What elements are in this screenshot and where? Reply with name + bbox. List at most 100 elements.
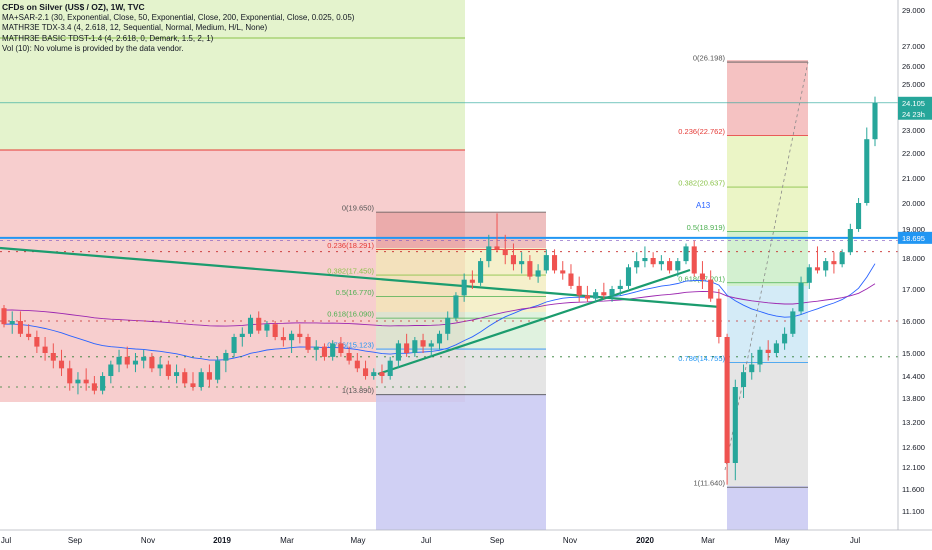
candle-body xyxy=(256,317,262,331)
x-tick-label: Nov xyxy=(563,536,577,545)
candle-body xyxy=(91,383,97,391)
candle xyxy=(864,127,870,206)
candle xyxy=(765,340,771,361)
candle xyxy=(256,311,262,334)
candle xyxy=(716,289,722,344)
candle xyxy=(609,285,615,302)
y-tick-label: 19.000 xyxy=(902,225,925,234)
candle-body xyxy=(683,246,689,262)
candle xyxy=(198,368,204,391)
candle xyxy=(798,276,804,315)
candle-body xyxy=(510,255,517,265)
fib-left-label-0: 0(19.650) xyxy=(342,204,375,213)
candle xyxy=(551,249,558,274)
fib-right-label-1: 0.236(22.762) xyxy=(678,127,725,136)
candle-body xyxy=(50,353,56,361)
fib-left-label-6: 1(13.890) xyxy=(342,386,375,395)
candle-body xyxy=(67,368,73,384)
candle-body xyxy=(856,203,862,229)
candle-body xyxy=(576,285,582,296)
candle xyxy=(17,311,23,337)
ema-50-line xyxy=(3,283,876,327)
candle xyxy=(420,333,426,353)
candle xyxy=(412,337,418,357)
candle xyxy=(593,289,599,302)
candle-body xyxy=(634,261,640,268)
candle xyxy=(174,364,180,384)
trendline-descending xyxy=(0,246,721,309)
candle-body xyxy=(453,295,459,318)
candle-body xyxy=(617,285,623,289)
candle-body xyxy=(338,343,344,353)
candle-body xyxy=(83,379,89,384)
candle-body xyxy=(724,337,730,463)
candle xyxy=(297,324,303,344)
fib-right-green xyxy=(727,231,808,286)
price-label-box xyxy=(898,107,932,120)
candle-body xyxy=(749,364,755,373)
candle-body xyxy=(790,311,796,334)
x-tick-label: Jul xyxy=(1,536,11,545)
candle-body xyxy=(1,308,7,325)
candle xyxy=(527,255,533,280)
y-tick-label: 21.000 xyxy=(902,174,925,183)
candle xyxy=(165,360,171,380)
candle-body xyxy=(502,249,508,256)
candle xyxy=(1,305,7,328)
annotation-a13: A13 xyxy=(696,201,711,210)
candle-body xyxy=(461,279,467,296)
candle xyxy=(543,249,549,274)
candle xyxy=(667,258,673,274)
candle xyxy=(321,343,328,361)
candle xyxy=(831,252,837,274)
candle xyxy=(486,234,492,268)
candle xyxy=(272,321,278,341)
candle xyxy=(453,292,459,321)
candle-body xyxy=(436,333,443,344)
candle-body xyxy=(831,261,837,265)
y-tick-label: 13.200 xyxy=(902,418,925,427)
fib-left-violet xyxy=(376,394,546,530)
candle-body xyxy=(17,321,23,334)
candle xyxy=(691,240,697,277)
candle-body xyxy=(798,282,804,312)
candle-body xyxy=(478,261,484,283)
candle xyxy=(634,252,640,274)
candle-body xyxy=(116,356,122,365)
x-tick-label: Jul xyxy=(421,536,431,545)
candle xyxy=(428,340,434,357)
candle xyxy=(740,364,747,398)
candle-body xyxy=(560,270,566,274)
candle-body xyxy=(223,353,229,361)
candle xyxy=(280,327,286,347)
candle-body xyxy=(757,349,763,365)
candle-body xyxy=(814,267,821,271)
candle xyxy=(502,234,508,265)
y-tick-label: 16.000 xyxy=(902,317,925,326)
candle-body xyxy=(354,360,360,369)
candle-body xyxy=(469,279,475,283)
y-tick-label: 12.100 xyxy=(902,463,925,472)
candle xyxy=(108,360,114,384)
y-tick-label: 26.000 xyxy=(902,62,925,71)
candle xyxy=(601,282,607,299)
candle xyxy=(157,356,163,376)
candle xyxy=(699,261,705,289)
candle-body xyxy=(650,258,656,265)
candle xyxy=(617,279,623,296)
price-label-box xyxy=(898,231,932,244)
candle-body xyxy=(412,340,418,353)
candle-body xyxy=(313,346,319,350)
candle xyxy=(264,321,270,337)
candle-body xyxy=(132,360,139,365)
candle-body xyxy=(404,343,410,353)
fib-left-label-2: 0.382(17.450) xyxy=(327,267,374,276)
candle xyxy=(182,368,188,387)
candle xyxy=(494,213,500,253)
y-tick-label: 11.600 xyxy=(902,485,924,494)
candle xyxy=(814,246,821,274)
y-tick-label: 14.400 xyxy=(902,372,925,381)
y-tick-label: 22.000 xyxy=(902,149,925,158)
candle xyxy=(149,353,155,373)
